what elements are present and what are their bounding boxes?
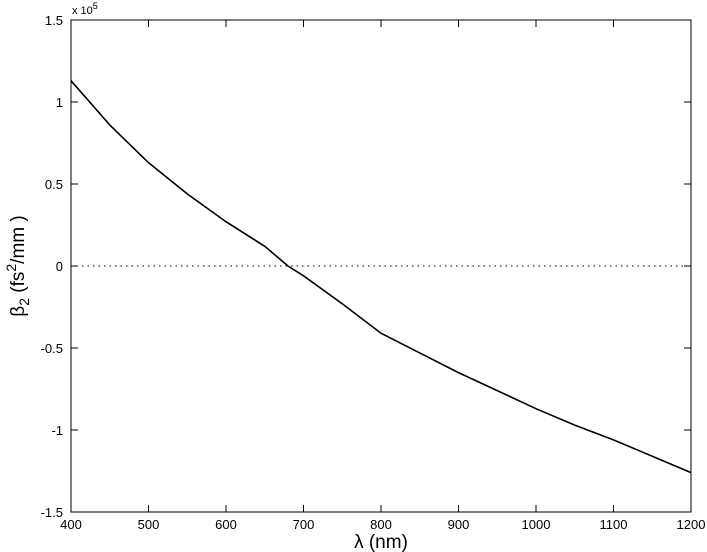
y-tick-label: -0.5 bbox=[41, 341, 63, 356]
y-multiplier-base: x 10 bbox=[72, 5, 93, 17]
x-tick-label: 600 bbox=[215, 517, 237, 532]
plot-frame bbox=[70, 19, 692, 513]
x-tick-label: 900 bbox=[448, 517, 470, 532]
data-line bbox=[70, 80, 692, 474]
x-tick-label: 700 bbox=[293, 517, 315, 532]
y-label-part: (fs bbox=[8, 272, 29, 298]
x-axis-label: λ (nm) bbox=[354, 532, 408, 552]
y-axis-label: β2 (fs2/mm ) bbox=[3, 215, 32, 316]
x-tick-label: 800 bbox=[370, 517, 392, 532]
y-label-sub: 2 bbox=[16, 298, 32, 306]
y-label-part: β bbox=[8, 306, 29, 317]
x-tick-label: 1200 bbox=[677, 517, 706, 532]
y-tick-label: -1 bbox=[51, 423, 63, 438]
y-multiplier: x 105 bbox=[72, 1, 98, 17]
y-tick-label: -1.5 bbox=[41, 505, 63, 520]
y-tick-label: 1.5 bbox=[45, 13, 63, 28]
y-tick-label: 0.5 bbox=[45, 177, 63, 192]
x-tick-label: 400 bbox=[60, 517, 82, 532]
x-tick-label: 1000 bbox=[522, 517, 551, 532]
y-label-part: /mm ) bbox=[8, 215, 29, 264]
y-multiplier-exp: 5 bbox=[93, 1, 98, 11]
y-tick-label: 1 bbox=[56, 95, 63, 110]
y-tick-label: 0 bbox=[56, 259, 63, 274]
x-tick-label: 500 bbox=[138, 517, 160, 532]
x-tick-label: 1100 bbox=[600, 517, 628, 532]
y-label-sup: 2 bbox=[3, 264, 19, 272]
